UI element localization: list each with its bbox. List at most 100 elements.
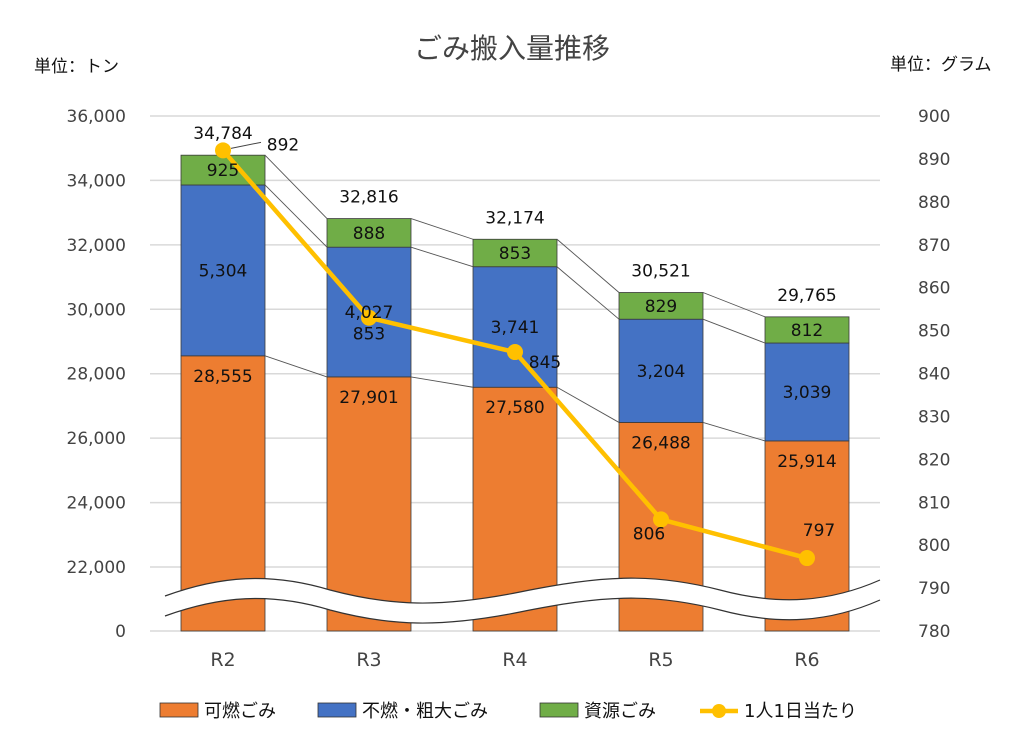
axis-break-line bbox=[164, 597, 881, 624]
bar-value-label: 5,304 bbox=[199, 261, 248, 281]
right-unit-label: 単位：グラム bbox=[890, 55, 992, 75]
series-line bbox=[264, 184, 328, 248]
total-label: 29,765 bbox=[777, 286, 836, 306]
axes: 0 22,000 24,000 26,000 28,000 30,000 32,000 34,… bbox=[67, 107, 951, 671]
left-tick-label: 30,000 bbox=[67, 300, 126, 320]
line-point bbox=[799, 550, 815, 567]
series-line bbox=[264, 355, 328, 378]
bar-segment bbox=[326, 376, 412, 632]
bar-value-label: 26,488 bbox=[631, 433, 690, 453]
left-tick-label: 34,000 bbox=[67, 171, 126, 191]
right-tick-label: 850 bbox=[918, 322, 950, 342]
bar-value-label: 829 bbox=[645, 297, 677, 317]
series-line bbox=[702, 421, 766, 442]
line-value-label: 806 bbox=[633, 524, 665, 544]
legend-label: 1人1日当たり bbox=[744, 701, 857, 722]
series-line bbox=[556, 238, 620, 293]
line-value-label: 853 bbox=[353, 325, 385, 345]
right-tick-label: 870 bbox=[918, 236, 950, 256]
total-label: 32,174 bbox=[485, 208, 544, 228]
right-tick-label: 830 bbox=[918, 407, 950, 427]
bar-value-label: 812 bbox=[791, 321, 823, 341]
leader-line bbox=[230, 141, 262, 149]
right-tick-label: 840 bbox=[918, 365, 950, 385]
right-tick-label: 780 bbox=[918, 622, 950, 642]
line-point bbox=[361, 309, 377, 326]
series-line bbox=[702, 318, 766, 344]
bar-value-label: 25,914 bbox=[777, 452, 836, 472]
series-line bbox=[556, 266, 620, 320]
right-tick-label: 860 bbox=[918, 279, 950, 299]
legend-swatch bbox=[317, 702, 357, 718]
line-point bbox=[653, 511, 669, 528]
line-point bbox=[507, 344, 523, 361]
legend-swatch bbox=[159, 702, 199, 718]
bar-value-label: 28,555 bbox=[193, 367, 252, 387]
left-tick-label: 0 bbox=[115, 622, 126, 642]
right-tick-label: 810 bbox=[918, 493, 950, 513]
left-tick-label: 28,000 bbox=[67, 365, 126, 385]
category-label: R5 bbox=[648, 649, 673, 671]
right-tick-label: 800 bbox=[918, 536, 950, 556]
axis-break-line bbox=[164, 577, 881, 604]
legend-label: 可燃ごみ bbox=[204, 701, 276, 722]
bar-value-label: 27,580 bbox=[485, 398, 544, 418]
series-line bbox=[410, 246, 474, 268]
left-unit-label: 単位：トン bbox=[34, 57, 119, 77]
data-labels: 28,555 5,304 925 34,784 27,901 4,027 888 32,816… bbox=[193, 124, 836, 544]
bar-value-label: 4,027 bbox=[345, 303, 394, 323]
series-lines bbox=[264, 154, 766, 442]
left-tick-label: 36,000 bbox=[67, 107, 126, 127]
bar-segment bbox=[472, 266, 558, 388]
line-value-label: 845 bbox=[529, 353, 561, 373]
left-tick-label: 22,000 bbox=[67, 558, 126, 578]
right-tick-label: 890 bbox=[918, 150, 950, 170]
series-line bbox=[410, 376, 474, 388]
category-label: R6 bbox=[794, 649, 819, 671]
line-value-label: 892 bbox=[267, 135, 299, 155]
bar-value-label: 925 bbox=[207, 161, 239, 181]
axis-break bbox=[164, 577, 881, 624]
chart-title: ごみ搬入量推移 bbox=[414, 32, 610, 65]
legend: 可燃ごみ 不燃・粗大ごみ 資源ごみ 1人1日当たり bbox=[159, 701, 857, 722]
bar-value-label: 888 bbox=[353, 224, 385, 244]
left-tick-label: 24,000 bbox=[67, 494, 126, 514]
bar-value-label: 3,039 bbox=[783, 383, 832, 403]
bar-segment bbox=[764, 342, 850, 442]
total-label: 30,521 bbox=[631, 262, 690, 282]
left-tick-label: 32,000 bbox=[67, 236, 126, 256]
category-label: R2 bbox=[210, 649, 235, 671]
line-point bbox=[215, 142, 231, 159]
bar-segment bbox=[618, 292, 704, 320]
series-line bbox=[264, 154, 328, 219]
bar-segment bbox=[326, 218, 412, 248]
legend-swatch bbox=[539, 702, 579, 718]
bar-segment bbox=[326, 246, 412, 378]
bar-value-label: 3,741 bbox=[491, 318, 540, 338]
category-label: R3 bbox=[356, 649, 381, 671]
line-series bbox=[215, 142, 815, 567]
series-line bbox=[702, 292, 766, 318]
legend-marker bbox=[712, 704, 726, 718]
line-value-label: 797 bbox=[803, 521, 835, 541]
total-label: 34,784 bbox=[193, 124, 252, 144]
bar-segment bbox=[472, 238, 558, 268]
right-tick-label: 880 bbox=[918, 193, 950, 213]
bar-segment bbox=[180, 184, 266, 357]
bar-value-label: 3,204 bbox=[637, 362, 686, 382]
bar-segment bbox=[764, 316, 850, 344]
axis-break-band bbox=[165, 578, 880, 624]
bar-value-label: 27,901 bbox=[339, 388, 398, 408]
series-line bbox=[556, 386, 620, 423]
total-label: 32,816 bbox=[339, 188, 398, 208]
category-label: R4 bbox=[502, 649, 527, 671]
right-tick-label: 790 bbox=[918, 579, 950, 599]
series-line bbox=[410, 218, 474, 240]
right-tick-label: 900 bbox=[918, 107, 950, 127]
legend-label: 資源ごみ bbox=[584, 701, 656, 722]
right-tick-label: 820 bbox=[918, 450, 950, 470]
left-tick-label: 26,000 bbox=[67, 429, 126, 449]
bar-value-label: 853 bbox=[499, 244, 531, 264]
legend-label: 不燃・粗大ごみ bbox=[362, 701, 488, 722]
